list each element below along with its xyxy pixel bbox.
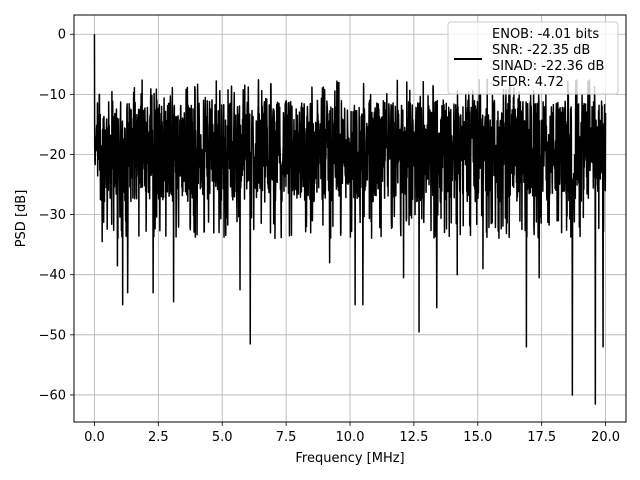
x-tick-label: 12.5 [399,430,428,445]
x-tick-label: 17.5 [527,430,556,445]
legend: ENOB: -4.01 bits SNR: -22.35 dB SINAD: -… [447,21,619,95]
x-axis-label: Frequency [MHz] [295,451,404,466]
x-tick-label: 2.5 [148,430,169,445]
legend-snr: SNR: -22.35 dB [492,43,590,58]
legend-sinad: SINAD: -22.36 dB [492,59,604,74]
legend-enob: ENOB: -4.01 bits [492,27,599,42]
series-layer [93,34,607,405]
legend-box [447,21,619,95]
x-tick-label: 20.0 [591,430,620,445]
y-axis-label: PSD [dB] [14,190,29,248]
y-tick-label: 0 [58,28,66,43]
y-tick-label: −50 [39,328,66,343]
x-tick-label: 15.0 [463,430,492,445]
y-tick-label: −30 [39,208,66,223]
x-tick-label: 5.0 [212,430,233,445]
y-tick-label: −20 [39,148,66,163]
y-tick-label: −40 [39,268,66,283]
x-tick-label: 10.0 [336,430,365,445]
y-tick-label: −10 [39,88,66,103]
legend-sfdr: SFDR: 4.72 [492,75,564,90]
psd-series-line [93,34,607,405]
ticks-layer: 0.0 2.5 5.0 7.5 10.0 12.5 15.0 17.5 20.0 0 −10 −20 −… [39,28,620,445]
x-tick-label: 7.5 [276,430,297,445]
x-tick-label: 0.0 [84,430,105,445]
y-tick-label: −60 [39,388,66,403]
